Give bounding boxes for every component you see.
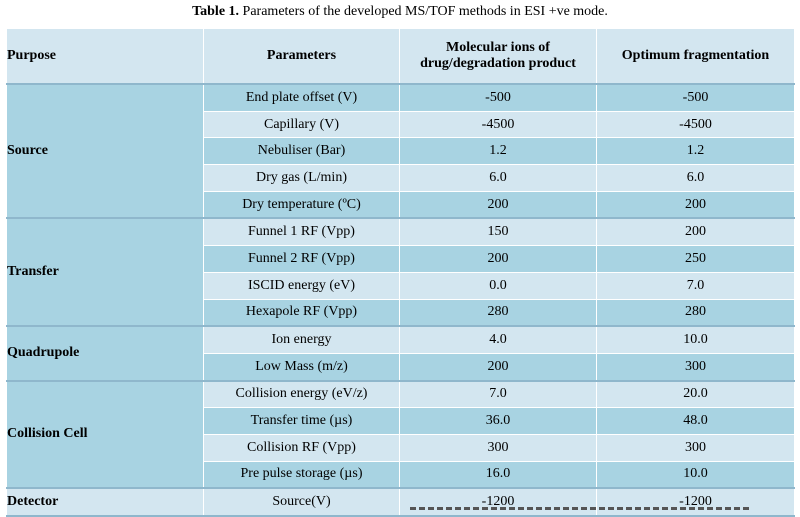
parameter-cell: Collision energy (eV/z)	[203, 379, 400, 409]
optimum-fragmentation-cell: 20.0	[596, 379, 795, 409]
molecular-ions-cell: 1.2	[399, 137, 597, 166]
header-purpose: Purpose	[6, 28, 204, 85]
table-row: Transfer time (µs) 36.0 48.0	[7, 407, 795, 435]
parameter-cell: Dry gas (L/min)	[203, 164, 400, 192]
optimum-fragmentation-cell: 7.0	[596, 271, 795, 300]
optimum-fragmentation-cell: 200	[596, 217, 795, 247]
optimum-fragmentation-cell: 200	[596, 190, 795, 219]
table-row: Nebuliser (Bar) 1.2 1.2	[7, 137, 795, 166]
table-row: Dry temperature (ºC) 200 200	[7, 190, 795, 219]
molecular-ions-cell: -1200	[399, 487, 597, 517]
optimum-fragmentation-cell: 10.0	[596, 460, 795, 489]
parameter-cell: Capillary (V)	[203, 110, 400, 139]
header-molecular-line1: Molecular ions of	[446, 40, 550, 55]
optimum-fragmentation-cell: -1200	[596, 487, 795, 517]
molecular-ions-cell: 6.0	[399, 164, 597, 192]
optimum-fragmentation-cell: 6.0	[596, 164, 795, 192]
table-row: Dry gas (L/min) 6.0 6.0	[7, 164, 795, 192]
optimum-fragmentation-cell: 10.0	[596, 325, 795, 354]
parameter-cell: ISCID energy (eV)	[203, 271, 400, 300]
parameter-cell: Hexapole RF (Vpp)	[203, 298, 400, 327]
header-molecular-line2: drug/degradation product	[420, 56, 576, 71]
parameter-cell: End plate offset (V)	[203, 82, 400, 112]
caption-label: Table 1.	[192, 4, 240, 19]
caption-text: Parameters of the developed MS/TOF metho…	[239, 4, 608, 19]
parameter-cell: Ion energy	[203, 325, 400, 354]
table-row: Low Mass (m/z) 200 300	[7, 352, 795, 382]
optimum-fragmentation-cell: -4500	[596, 110, 795, 139]
table-body: Source End plate offset (V) -500 -500 Capill…	[6, 82, 795, 517]
molecular-ions-cell: -500	[399, 82, 597, 112]
molecular-ions-cell: 200	[399, 245, 597, 273]
table-row: Quadrupole Ion energy 4.0 10.0	[6, 325, 795, 382]
parameter-cell: Source(V)	[203, 487, 400, 517]
molecular-ions-cell: 4.0	[399, 325, 597, 354]
molecular-ions-cell: -4500	[399, 110, 597, 139]
optimum-fragmentation-cell: -500	[596, 82, 795, 112]
parameter-cell: Low Mass (m/z)	[203, 352, 400, 382]
table-row: Pre pulse storage (µs) 16.0 10.0	[7, 460, 795, 489]
table-row: Collision Cell Collision energy (eV/z) 7.0…	[6, 379, 795, 489]
optimum-fragmentation-cell: 280	[596, 298, 795, 327]
parameter-cell: Collision RF (Vpp)	[203, 433, 400, 462]
purpose-cell: Source	[6, 82, 204, 219]
table-row: Funnel 2 RF (Vpp) 200 250	[7, 245, 795, 273]
molecular-ions-cell: 7.0	[399, 379, 597, 409]
molecular-ions-cell: 300	[399, 433, 597, 462]
table-row: Hexapole RF (Vpp) 280 280	[7, 298, 795, 327]
molecular-ions-cell: 36.0	[399, 407, 597, 435]
table-row: Transfer Funnel 1 RF (Vpp) 150 200	[6, 217, 795, 327]
header-molecular-ions: Molecular ions of drug/degradation produc…	[399, 28, 597, 85]
purpose-cell: Detector	[6, 487, 204, 517]
header-row: Purpose Parameters Molecular ions of drug…	[6, 28, 795, 85]
purpose-cell: Quadrupole	[6, 325, 204, 382]
clipped-footnote-line	[410, 505, 750, 511]
parameters-table: Purpose Parameters Molecular ions of drug…	[6, 28, 795, 517]
header-parameters: Parameters	[203, 28, 400, 85]
molecular-ions-cell: 200	[399, 352, 597, 382]
parameter-cell: Dry temperature (ºC)	[203, 190, 400, 219]
molecular-ions-cell: 150	[399, 217, 597, 247]
purpose-cell: Transfer	[6, 217, 204, 327]
purpose-cell: Collision Cell	[6, 379, 204, 489]
optimum-fragmentation-cell: 250	[596, 245, 795, 273]
table-row: Detector Source(V) -1200 -1200	[6, 487, 795, 517]
molecular-ions-cell: 200	[399, 190, 597, 219]
molecular-ions-cell: 0.0	[399, 271, 597, 300]
optimum-fragmentation-cell: 1.2	[596, 137, 795, 166]
parameter-cell: Nebuliser (Bar)	[203, 137, 400, 166]
parameter-cell: Transfer time (µs)	[203, 407, 400, 435]
table-caption: Table 1. Parameters of the developed MS/…	[0, 3, 800, 21]
optimum-fragmentation-cell: 300	[596, 433, 795, 462]
table-row: Source End plate offset (V) -500 -500	[6, 82, 795, 219]
parameter-cell: Pre pulse storage (µs)	[203, 460, 400, 489]
parameter-cell: Funnel 2 RF (Vpp)	[203, 245, 400, 273]
molecular-ions-cell: 280	[399, 298, 597, 327]
molecular-ions-cell: 16.0	[399, 460, 597, 489]
parameter-cell: Funnel 1 RF (Vpp)	[203, 217, 400, 247]
table-row: Capillary (V) -4500 -4500	[7, 110, 795, 139]
header-optimum-fragmentation: Optimum fragmentation	[596, 28, 795, 85]
optimum-fragmentation-cell: 48.0	[596, 407, 795, 435]
optimum-fragmentation-cell: 300	[596, 352, 795, 382]
